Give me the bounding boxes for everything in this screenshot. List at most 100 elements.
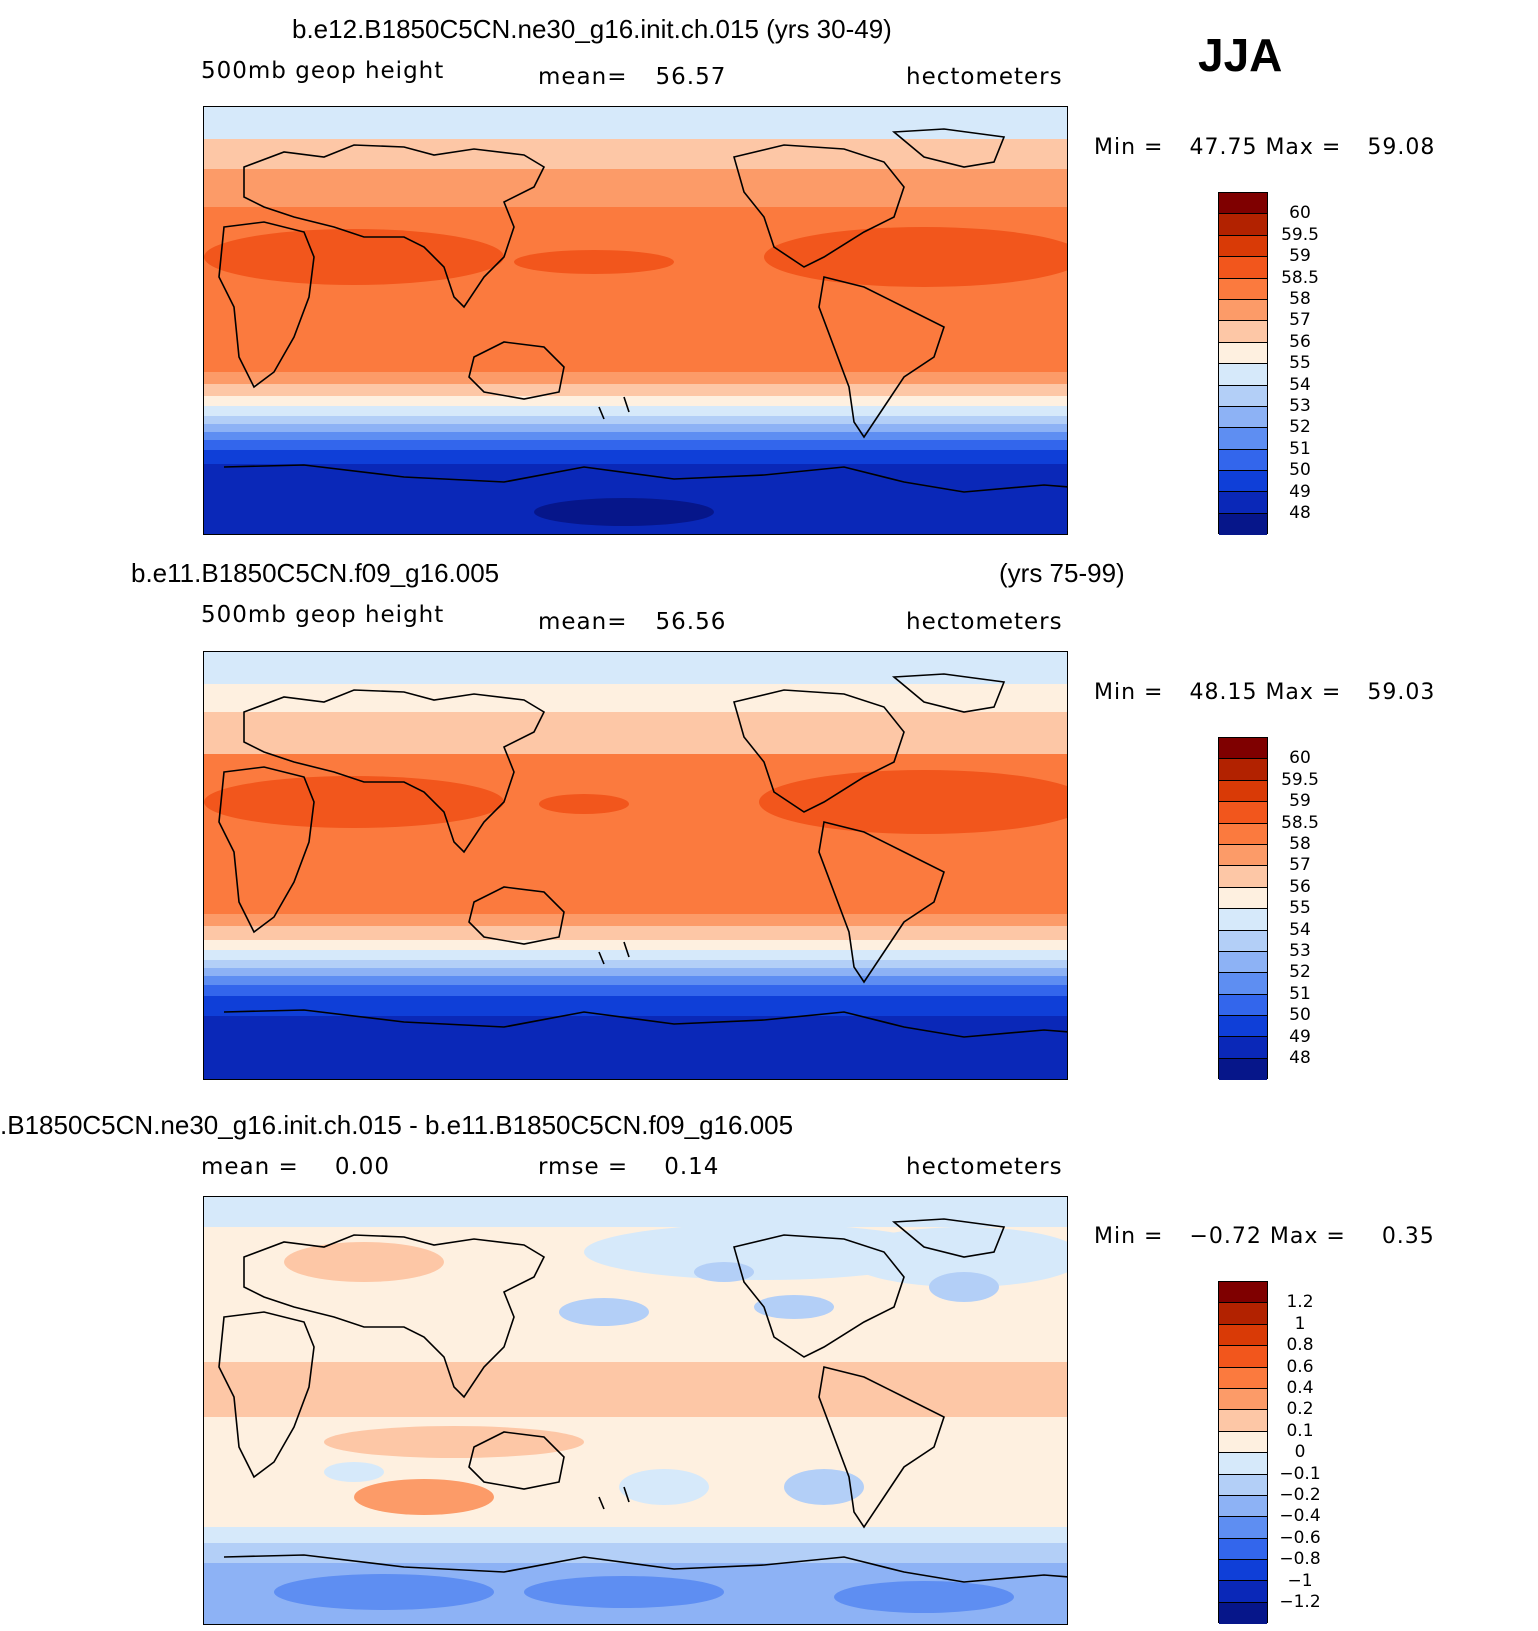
panel1-colorbar-tick: 53 <box>1289 396 1311 416</box>
panel2-colorbar-box <box>1219 802 1267 824</box>
panel3-colorbar-tick: 0.1 <box>1286 1420 1314 1441</box>
panel3-colorbar-box <box>1219 1303 1267 1325</box>
panel2-colorbar-box <box>1219 1058 1267 1081</box>
panel2-map <box>203 651 1068 1080</box>
panel2-colorbar-box <box>1219 994 1267 1017</box>
panel1-colorbar-box <box>1219 364 1267 386</box>
panel2-mean-label: mean= 56.56 <box>538 609 727 635</box>
panel3-colorbar-box <box>1219 1474 1267 1496</box>
panel3-colorbar-tick: −0.6 <box>1279 1527 1321 1548</box>
panel3-colorbar-tick: 0.8 <box>1286 1335 1314 1356</box>
panel1-variable-label: 500mb geop height <box>201 58 445 84</box>
panel3-colorbar-box <box>1219 1560 1267 1582</box>
panel3-colorbar-box <box>1219 1453 1267 1475</box>
panel2-title: b.e11.B1850C5CN.f09_g16.005 <box>131 558 500 588</box>
panel3-units-label: hectometers <box>906 1154 1063 1180</box>
panel2-colorbar-box <box>1219 1037 1267 1059</box>
panel3-map-svg <box>204 1197 1067 1624</box>
panel3-colorbar-tick: 0.6 <box>1286 1356 1314 1377</box>
panel1-colorbar-tick: 55 <box>1289 353 1311 374</box>
panel3-colorbar-box <box>1219 1517 1267 1539</box>
panel3-colorbar-box <box>1219 1367 1267 1389</box>
panel3-mean-label: mean = 0.00 <box>201 1154 391 1180</box>
panel3-colorbar-box <box>1219 1282 1267 1304</box>
panel2-colorbar-box <box>1219 780 1267 803</box>
panel2-map-svg <box>204 652 1067 1079</box>
season-label: JJA <box>1198 29 1283 81</box>
panel1-colorbar-tick: 60 <box>1289 203 1311 224</box>
panel1-colorbar-tick: 58 <box>1289 289 1311 309</box>
panel1-colorbar-tick: 56 <box>1289 331 1311 352</box>
panel3-colorbar-tick: 1.2 <box>1286 1292 1314 1313</box>
panel1-colorbar-labels: 60 59.5 59 58.5 58 57 56 55 54 53 52 51 … <box>1270 192 1340 534</box>
panel3-colorbar-box <box>1219 1324 1267 1347</box>
panel3-colorbar-labels: 1.2 1 0.8 0.6 0.4 0.2 0.1 0 −0.1 −0.2 −0… <box>1270 1281 1340 1623</box>
panel3-colorbar-tick: 0 <box>1294 1442 1306 1463</box>
panel1-colorbar-box <box>1219 492 1267 514</box>
panel3-title: .B1850C5CN.ne30_g16.init.ch.015 - b.e11.… <box>0 1110 794 1140</box>
panel1-colorbar-box <box>1219 257 1267 279</box>
panel3-colorbar <box>1218 1281 1268 1625</box>
panel3-colorbar-box <box>1219 1431 1267 1454</box>
panel1-colorbar-box <box>1219 428 1267 450</box>
panel1-units-label: hectometers <box>906 64 1063 90</box>
panel1-colorbar-box <box>1219 214 1267 236</box>
panel1-colorbar-tick: 52 <box>1289 417 1311 438</box>
panel1-colorbar-box <box>1219 235 1267 258</box>
panel2-colorbar-box <box>1219 930 1267 952</box>
panel1-colorbar-box <box>1219 342 1267 365</box>
panel2-colorbar-tick: 54 <box>1289 919 1311 940</box>
panel3-colorbar-box <box>1219 1538 1267 1561</box>
panel1-colorbar-tick: 49 <box>1289 481 1311 502</box>
panel1-coastlines <box>218 128 1067 493</box>
panel1-colorbar-tick: 48 <box>1289 503 1311 523</box>
panel2-colorbar-box <box>1219 738 1267 760</box>
panel1-colorbar-tick: 57 <box>1289 310 1311 331</box>
panel3-colorbar-box <box>1219 1388 1267 1411</box>
panel2-title-years: (yrs 75-99) <box>999 558 1125 588</box>
panel2-colorbar-box <box>1219 759 1267 781</box>
panel2-colorbar-tick: 55 <box>1289 898 1311 919</box>
panel2-coastlines <box>218 673 1067 1038</box>
panel3-colorbar-tick: −0.8 <box>1279 1549 1321 1570</box>
panel3-colorbar-box <box>1219 1410 1267 1432</box>
panel1-mean-label: mean= 56.57 <box>538 64 727 90</box>
panel3-colorbar-box <box>1219 1495 1267 1518</box>
panel2-colorbar-tick: 52 <box>1289 962 1311 983</box>
panel1-colorbar-tick: 59 <box>1289 246 1311 267</box>
panel3-rmse-label: rmse = 0.14 <box>538 1154 720 1180</box>
panel1-title: b.e12.B1850C5CN.ne30_g16.init.ch.015 (yr… <box>292 14 892 44</box>
panel2-colorbar-box <box>1219 951 1267 974</box>
panel3-colorbar-box <box>1219 1581 1267 1603</box>
panel3-map <box>203 1196 1068 1625</box>
panel1-colorbar-box <box>1219 278 1267 300</box>
panel2-colorbar-tick: 58.5 <box>1281 812 1319 833</box>
panel2-colorbar-tick: 51 <box>1289 983 1311 1004</box>
panel3-colorbar-tick: −1.2 <box>1279 1592 1321 1612</box>
panel2-colorbar-box <box>1219 1016 1267 1038</box>
panel3-coastlines <box>218 1218 1067 1583</box>
panel1-minmax: Min = 47.75 Max = 59.08 <box>1094 135 1436 160</box>
panel3-colorbar-tick: 1 <box>1294 1313 1306 1334</box>
panel2-minmax: Min = 48.15 Max = 59.03 <box>1094 680 1436 705</box>
panel3-colorbar-tick: 0.2 <box>1286 1399 1314 1420</box>
panel1-colorbar-tick: 51 <box>1289 438 1311 459</box>
panel2-colorbar-tick: 57 <box>1289 855 1311 876</box>
panel1-colorbar-tick: 50 <box>1289 460 1311 481</box>
panel1-colorbar-box <box>1219 513 1267 536</box>
panel2-colorbar-tick: 58 <box>1289 834 1311 854</box>
panel1-colorbar-box <box>1219 471 1267 493</box>
panel2-colorbar-box <box>1219 909 1267 931</box>
panel2-colorbar-tick: 49 <box>1289 1026 1311 1047</box>
panel2-colorbar <box>1218 737 1268 1081</box>
panel2-colorbar-tick: 50 <box>1289 1005 1311 1026</box>
panel2-colorbar-labels: 60 59.5 59 58.5 58 57 56 55 54 53 52 51 … <box>1270 737 1340 1079</box>
panel1-colorbar-box <box>1219 385 1267 407</box>
panel3-minmax: Min = −0.72 Max = 0.35 <box>1094 1224 1435 1249</box>
panel1-map-svg <box>204 107 1067 534</box>
panel2-colorbar-box <box>1219 866 1267 888</box>
panel2-colorbar-box <box>1219 844 1267 867</box>
panel2-colorbar-box <box>1219 973 1267 995</box>
panel1-colorbar-box <box>1219 299 1267 322</box>
panel1-colorbar-tick: 54 <box>1289 374 1311 395</box>
